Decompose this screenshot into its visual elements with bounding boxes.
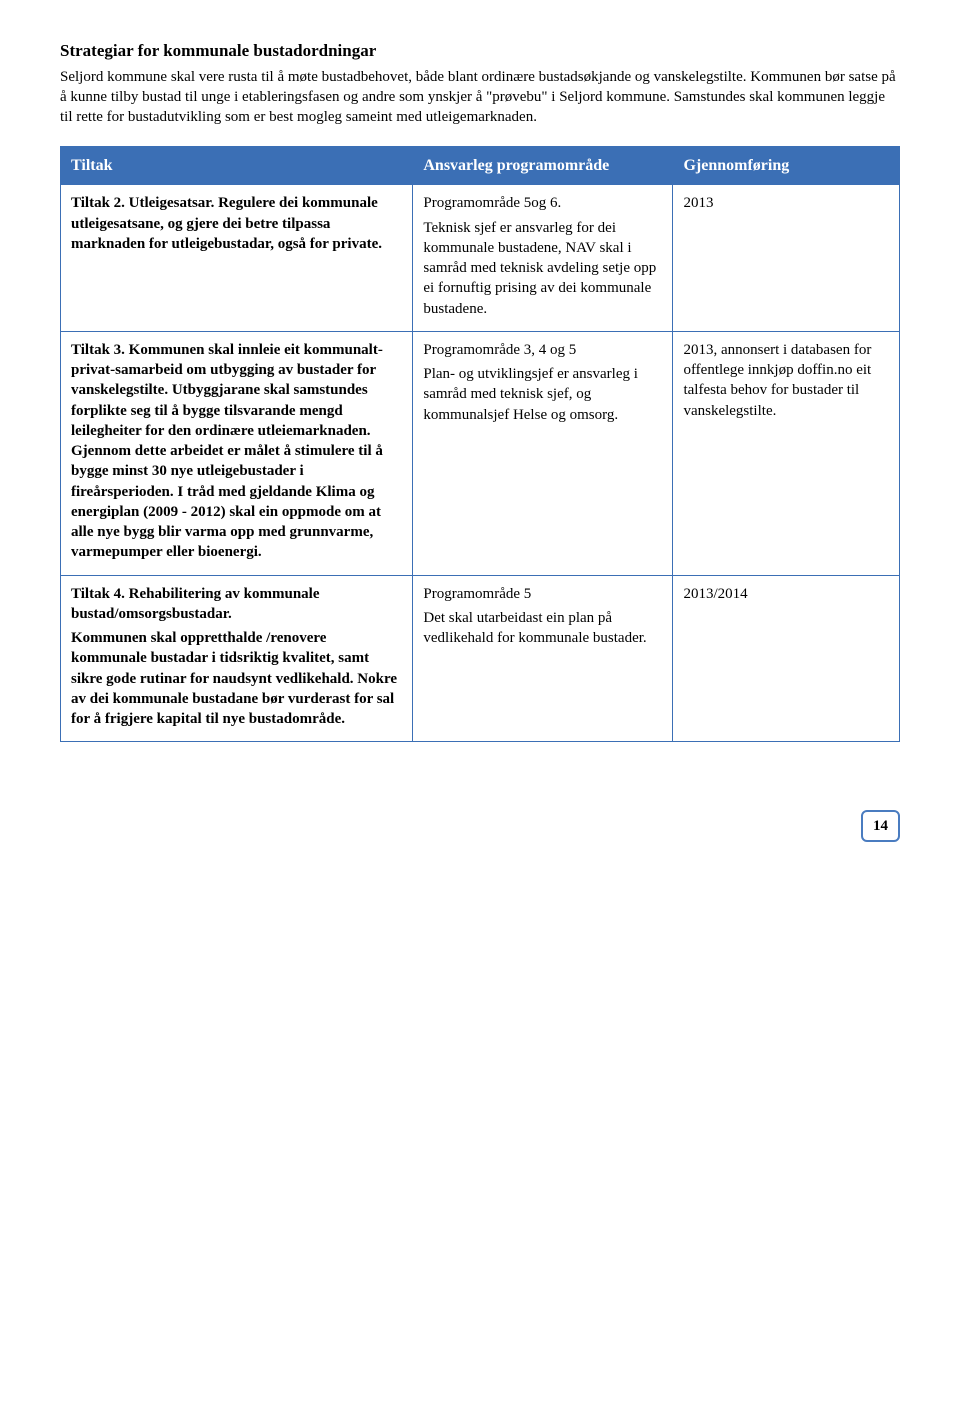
table-header-row: Tiltak Ansvarleg programområde Gjennomfø… xyxy=(61,146,900,185)
ansvar-rest: Det skal utarbeidast ein plan på vedlike… xyxy=(423,608,662,649)
cell-gjennom: 2013 xyxy=(673,185,900,332)
table-row: Tiltak 2. Utleigesatsar. Regulere dei ko… xyxy=(61,185,900,332)
col-header-gjennom: Gjennomføring xyxy=(673,146,900,185)
ansvar-line1: Programområde 3, 4 og 5 xyxy=(423,340,662,360)
cell-ansvar: Programområde 3, 4 og 5 Plan- og utvikli… xyxy=(413,331,673,575)
tiltak-label: Tiltak 3. Kommunen skal innleie eit komm… xyxy=(71,342,383,561)
table-row: Tiltak 3. Kommunen skal innleie eit komm… xyxy=(61,331,900,575)
page-number-container: 14 xyxy=(60,802,900,842)
page-heading: Strategiar for kommunale bustadordningar xyxy=(60,40,900,63)
table-row: Tiltak 4. Rehabilitering av kommunale bu… xyxy=(61,575,900,742)
cell-tiltak: Tiltak 2. Utleigesatsar. Regulere dei ko… xyxy=(61,185,413,332)
ansvar-rest: Plan- og utviklingsjef er ansvarleg i sa… xyxy=(423,364,662,425)
tiltak-label: Tiltak 2. Utleigesatsar. Regulere dei ko… xyxy=(71,195,382,252)
cell-gjennom: 2013, annonsert i databasen for offentle… xyxy=(673,331,900,575)
tiltak-label: Tiltak 4. Rehabilitering av kommunale bu… xyxy=(71,586,320,622)
page-number: 14 xyxy=(861,810,900,842)
col-header-tiltak: Tiltak xyxy=(61,146,413,185)
cell-ansvar: Programområde 5og 6. Teknisk sjef er ans… xyxy=(413,185,673,332)
cell-ansvar: Programområde 5 Det skal utarbeidast ein… xyxy=(413,575,673,742)
cell-tiltak: Tiltak 4. Rehabilitering av kommunale bu… xyxy=(61,575,413,742)
ansvar-line1: Programområde 5og 6. xyxy=(423,193,662,213)
cell-tiltak: Tiltak 3. Kommunen skal innleie eit komm… xyxy=(61,331,413,575)
cell-gjennom: 2013/2014 xyxy=(673,575,900,742)
tiltak-table: Tiltak Ansvarleg programområde Gjennomfø… xyxy=(60,146,900,743)
tiltak-rest: Kommunen skal oppretthalde /renovere kom… xyxy=(71,628,402,729)
ansvar-rest: Teknisk sjef er ansvarleg for dei kommun… xyxy=(423,218,662,319)
col-header-ansvarleg: Ansvarleg programområde xyxy=(413,146,673,185)
intro-paragraph: Seljord kommune skal vere rusta til å mø… xyxy=(60,67,900,128)
ansvar-line1: Programområde 5 xyxy=(423,584,662,604)
